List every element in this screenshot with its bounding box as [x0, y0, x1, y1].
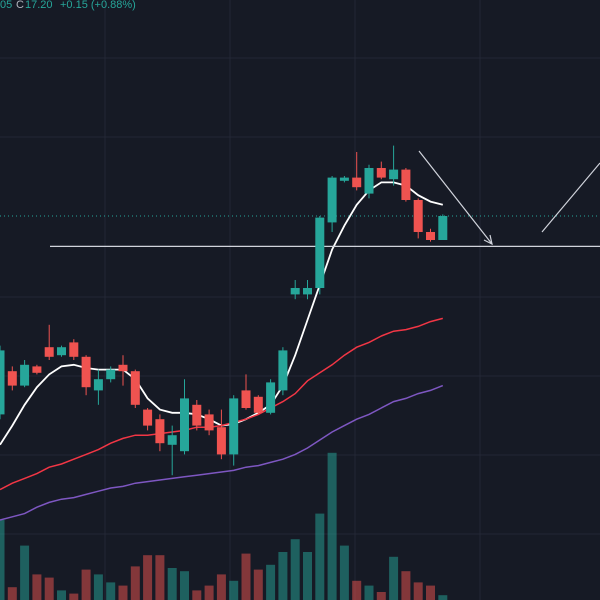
volume-bar	[364, 585, 374, 600]
volume-bar	[376, 592, 386, 600]
candle-body	[241, 390, 251, 408]
volume-bar	[413, 582, 423, 600]
candle-body	[253, 396, 263, 413]
candle-body	[426, 232, 435, 240]
ma-layer	[0, 181, 444, 521]
candle-body	[216, 427, 226, 455]
candle-body	[278, 350, 288, 391]
volume-bar	[303, 552, 312, 600]
volume-bar	[192, 590, 202, 600]
candle-body	[204, 414, 214, 431]
volume-bar	[69, 593, 79, 600]
volume-bar	[266, 564, 276, 600]
candle-body	[106, 369, 116, 380]
volume-bar	[229, 580, 239, 600]
volume-bar	[339, 545, 349, 600]
volume-bar	[327, 452, 337, 600]
volume-bar	[352, 580, 362, 600]
candle-body	[364, 168, 374, 194]
candle-body	[438, 216, 448, 240]
candle-body	[401, 169, 411, 200]
volume-bar	[0, 520, 5, 600]
volume-bar	[143, 555, 153, 600]
candle-body	[290, 288, 300, 295]
volume-bar	[155, 555, 165, 600]
volume-bar	[438, 595, 448, 600]
volume-bar	[290, 539, 300, 600]
level-layer	[0, 215, 600, 247]
candle-body	[143, 409, 153, 426]
candle-body	[20, 364, 30, 386]
volume-bar	[253, 569, 263, 600]
volume-bar	[216, 574, 226, 600]
drawings	[418, 150, 600, 246]
volume-bar	[44, 577, 54, 600]
volume-bar	[7, 587, 17, 600]
candle-body	[93, 379, 103, 391]
volume-layer	[0, 452, 448, 600]
volume-bar	[106, 582, 116, 600]
candle-body	[229, 398, 239, 455]
candle-body	[69, 342, 79, 357]
candle-body	[315, 217, 325, 288]
candle-body	[339, 177, 349, 181]
candle-body	[352, 177, 362, 188]
candle-body	[376, 168, 386, 178]
candle-body	[0, 350, 5, 415]
candle-body	[118, 364, 128, 372]
candle-body	[167, 435, 177, 445]
volume-bar	[180, 571, 189, 600]
candle-body	[155, 419, 165, 444]
moving-average	[0, 317, 443, 491]
candle-body	[81, 356, 91, 388]
header-close: 17.20	[25, 0, 53, 11]
volume-bar	[118, 585, 128, 600]
candle-body	[389, 169, 399, 180]
volume-bar	[241, 553, 251, 600]
candle-body	[413, 200, 423, 232]
header-tail: 05	[0, 0, 12, 11]
trend-line	[541, 162, 600, 233]
arrow-head	[483, 234, 493, 246]
volume-bar	[20, 545, 30, 600]
volume-bar	[93, 574, 103, 600]
volume-bar	[426, 585, 435, 600]
candle-body	[130, 371, 140, 405]
volume-bar	[57, 590, 66, 600]
candle-body	[327, 177, 337, 223]
volume-bar	[130, 566, 140, 600]
volume-bar	[81, 569, 91, 600]
candle-body	[44, 347, 54, 357]
volume-bar	[401, 571, 411, 600]
volume-bar	[32, 574, 42, 600]
candle-body	[192, 404, 202, 426]
volume-bar	[204, 585, 214, 600]
volume-bar	[278, 552, 288, 600]
candle-body	[7, 371, 17, 386]
candle-body	[303, 288, 312, 295]
volume-bar	[315, 513, 325, 600]
header-close-label: C	[16, 0, 24, 11]
volume-bar	[389, 556, 399, 600]
candle-body	[266, 382, 276, 413]
moving-average	[0, 181, 444, 446]
header-change: +0.15 (+0.88%)	[60, 0, 136, 11]
arrow-line	[418, 150, 493, 245]
candle-body	[32, 366, 42, 373]
moving-average	[0, 384, 444, 521]
volume-bar	[167, 568, 177, 600]
candle-body	[57, 347, 66, 356]
candle-body	[180, 398, 189, 452]
candle-layer	[0, 145, 448, 476]
